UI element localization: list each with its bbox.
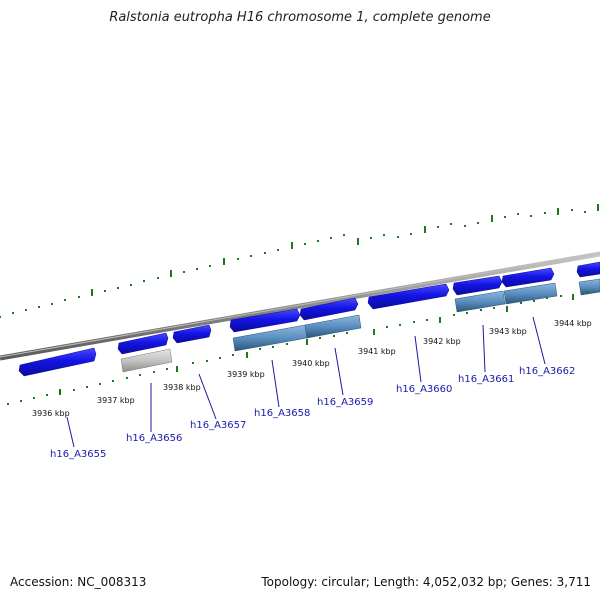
accession-text: Accession: NC_008313 [10, 575, 147, 589]
gene-block[interactable] [503, 282, 558, 305]
gene-block[interactable] [367, 283, 450, 310]
gene-label[interactable]: h16_A3660 [396, 384, 452, 395]
gene-track [18, 261, 600, 377]
gene-labels: h16_A3655 h16_A3656 h16_A3657 h16_A3658 … [50, 366, 575, 460]
gene-block[interactable] [454, 290, 506, 313]
gene-block[interactable] [299, 297, 359, 321]
gene-label[interactable]: h16_A3658 [254, 408, 310, 419]
leader-line [66, 416, 75, 448]
gene-label[interactable]: h16_A3657 [190, 420, 246, 431]
gene-block[interactable] [578, 278, 600, 296]
backbone-highlight [0, 252, 600, 358]
upper-tick-track [0, 204, 599, 318]
leader-line [414, 335, 422, 383]
map-title: Ralstonia eutropha H16 chromosome 1, com… [109, 10, 491, 25]
scale-label: 3936 kbp [32, 409, 70, 418]
scale-label: 3941 kbp [358, 347, 396, 356]
scale-label: 3944 kbp [554, 319, 592, 328]
lower-tick-track [7, 291, 588, 405]
gene-block[interactable] [172, 324, 212, 344]
gene-label[interactable]: h16_A3659 [317, 397, 373, 408]
gene-block[interactable] [229, 308, 301, 333]
scale-label: 3938 kbp [163, 383, 201, 392]
gene-block[interactable] [576, 261, 600, 278]
gene-label[interactable]: h16_A3662 [519, 366, 575, 377]
scale-label: 3940 kbp [292, 359, 330, 368]
leader-line [334, 347, 344, 396]
gene-block[interactable] [501, 267, 555, 288]
gene-label-lines [66, 316, 546, 448]
genome-summary-text: Topology: circular; Length: 4,052,032 bp… [261, 575, 591, 589]
leader-line [198, 373, 217, 420]
leader-line [482, 324, 486, 373]
scale-label: 3942 kbp [423, 337, 461, 346]
gene-block[interactable] [18, 347, 97, 377]
gene-block[interactable] [304, 314, 362, 339]
scale-label: 3939 kbp [227, 370, 265, 379]
gene-block[interactable] [120, 348, 173, 373]
gene-label[interactable]: h16_A3655 [50, 449, 106, 460]
gene-label[interactable]: h16_A3661 [458, 374, 514, 385]
leader-line [532, 316, 546, 365]
scale-labels: 3936 kbp 3937 kbp 3938 kbp 3939 kbp 3940… [32, 319, 592, 418]
chromosome-backbone [0, 251, 600, 361]
scale-label: 3943 kbp [489, 327, 527, 336]
gene-block[interactable] [117, 332, 169, 355]
gene-label[interactable]: h16_A3656 [126, 433, 182, 444]
gene-block[interactable] [452, 275, 503, 296]
scale-label: 3937 kbp [97, 396, 135, 405]
leader-line [271, 359, 280, 408]
